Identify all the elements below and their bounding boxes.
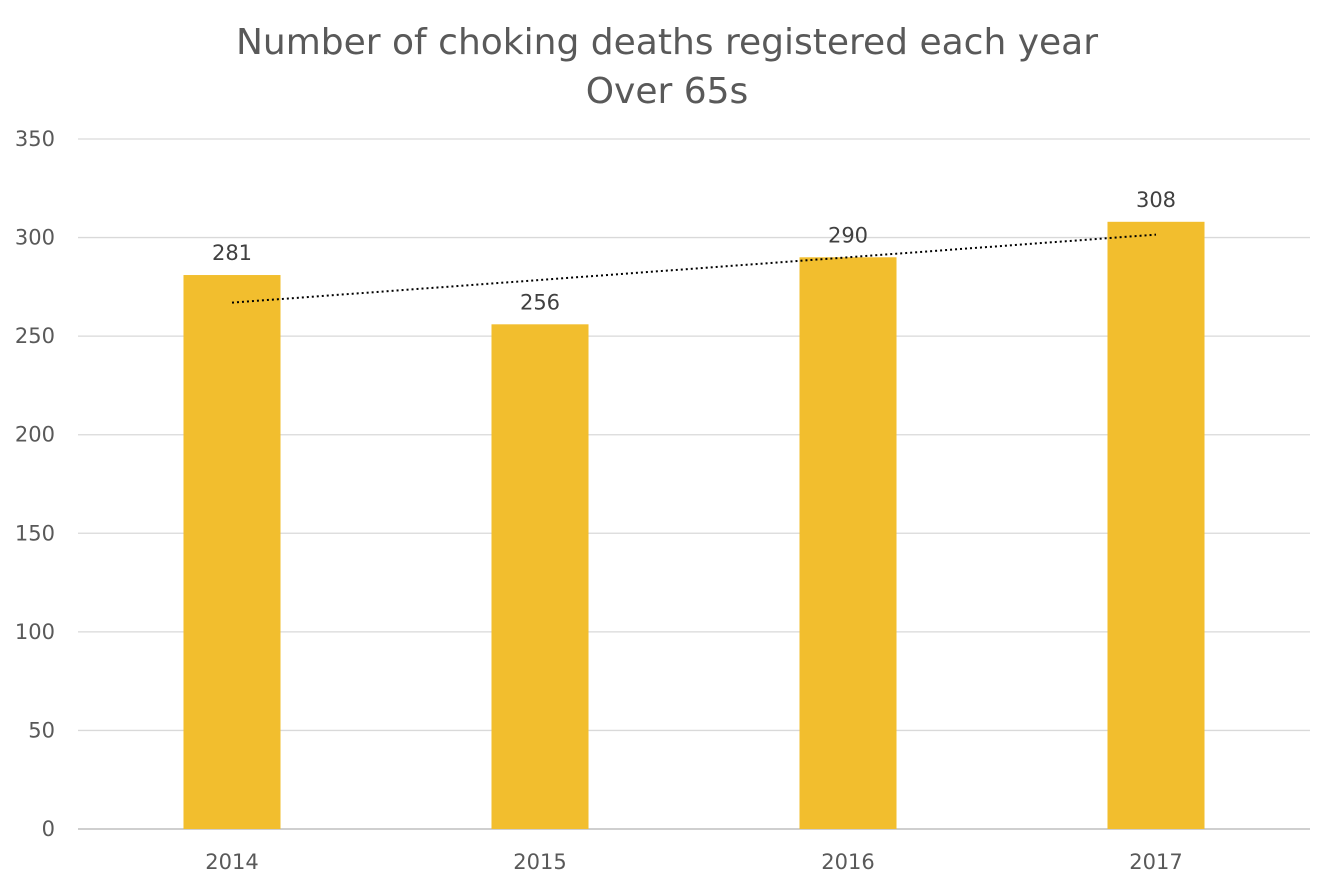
x-axis-ticks: 2014 2015 2016 2017 bbox=[205, 850, 1182, 874]
data-label-2015: 256 bbox=[520, 290, 560, 314]
y-axis-ticks: 0 50 100 150 200 250 300 350 bbox=[15, 127, 55, 841]
y-tick-label: 250 bbox=[15, 324, 55, 348]
data-label-2014: 281 bbox=[212, 241, 252, 265]
bar-2014 bbox=[183, 275, 281, 829]
trendline-group bbox=[231, 233, 1157, 304]
bar-2016 bbox=[799, 257, 897, 829]
bars bbox=[183, 221, 1205, 830]
chart-title: Number of choking deaths registered each… bbox=[236, 22, 1098, 63]
x-tick-label: 2015 bbox=[513, 850, 566, 874]
x-tick-label: 2014 bbox=[205, 850, 258, 874]
data-label-2016: 290 bbox=[828, 223, 868, 247]
bar-2017 bbox=[1107, 221, 1205, 830]
data-label-2017: 308 bbox=[1136, 188, 1176, 212]
y-tick-label: 100 bbox=[15, 620, 55, 644]
x-tick-label: 2017 bbox=[1129, 850, 1182, 874]
bar-2015 bbox=[491, 324, 589, 829]
gridlines bbox=[78, 138, 1310, 830]
y-tick-label: 300 bbox=[15, 226, 55, 250]
chart-subtitle: Over 65s bbox=[586, 71, 749, 112]
trendline bbox=[231, 233, 1157, 304]
y-tick-label: 50 bbox=[28, 718, 55, 742]
y-tick-label: 350 bbox=[15, 127, 55, 151]
y-tick-label: 150 bbox=[15, 521, 55, 545]
data-labels: 281 256 290 308 bbox=[212, 188, 1176, 315]
y-tick-label: 200 bbox=[15, 423, 55, 447]
y-tick-label: 0 bbox=[42, 817, 55, 841]
x-tick-label: 2016 bbox=[821, 850, 874, 874]
